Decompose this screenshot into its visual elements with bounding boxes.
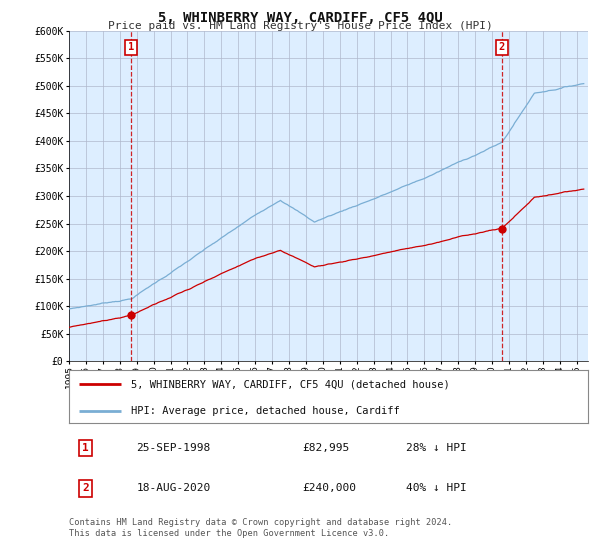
Text: HPI: Average price, detached house, Cardiff: HPI: Average price, detached house, Card… (131, 406, 400, 416)
Text: 5, WHINBERRY WAY, CARDIFF, CF5 4QU: 5, WHINBERRY WAY, CARDIFF, CF5 4QU (158, 11, 442, 25)
Text: 40% ↓ HPI: 40% ↓ HPI (406, 483, 467, 493)
Text: £240,000: £240,000 (302, 483, 356, 493)
Text: This data is licensed under the Open Government Licence v3.0.: This data is licensed under the Open Gov… (69, 529, 389, 538)
Text: 25-SEP-1998: 25-SEP-1998 (136, 443, 211, 453)
Text: 5, WHINBERRY WAY, CARDIFF, CF5 4QU (detached house): 5, WHINBERRY WAY, CARDIFF, CF5 4QU (deta… (131, 380, 450, 390)
Text: 1: 1 (128, 43, 134, 52)
Text: 1: 1 (82, 443, 89, 453)
Text: 2: 2 (82, 483, 89, 493)
Text: Contains HM Land Registry data © Crown copyright and database right 2024.: Contains HM Land Registry data © Crown c… (69, 518, 452, 527)
Text: £82,995: £82,995 (302, 443, 350, 453)
Text: Price paid vs. HM Land Registry's House Price Index (HPI): Price paid vs. HM Land Registry's House … (107, 21, 493, 31)
Text: 18-AUG-2020: 18-AUG-2020 (136, 483, 211, 493)
Text: 28% ↓ HPI: 28% ↓ HPI (406, 443, 467, 453)
Text: 2: 2 (499, 43, 505, 52)
